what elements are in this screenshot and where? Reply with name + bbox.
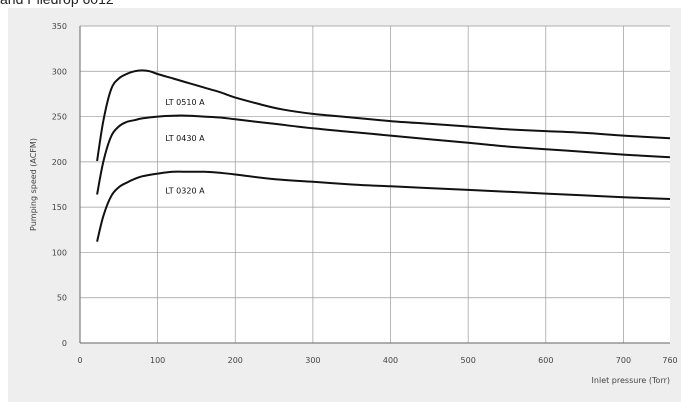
x-tick-label: 300 bbox=[305, 356, 320, 365]
page-heading: and Piledrop 6012 bbox=[0, 0, 114, 11]
y-tick-label: 350 bbox=[52, 22, 67, 31]
y-tick-label: 150 bbox=[52, 203, 67, 212]
series-line-lt-0510-a bbox=[96, 69, 671, 162]
x-tick-label: 100 bbox=[150, 356, 165, 365]
series-line-lt-0320-a bbox=[96, 170, 671, 242]
x-tick-label: 760 bbox=[662, 356, 677, 365]
x-tick-label: 200 bbox=[228, 356, 243, 365]
chart-axes bbox=[79, 26, 670, 344]
x-axis-title: Inlet pressure (Torr) bbox=[592, 376, 670, 385]
x-tick-label: 600 bbox=[538, 356, 553, 365]
chart-grid bbox=[80, 25, 670, 343]
y-axis-title: Pumping speed (ACFM) bbox=[29, 138, 38, 231]
x-tick-label: 700 bbox=[616, 356, 631, 365]
y-tick-label: 50 bbox=[57, 294, 67, 303]
x-tick-label: 0 bbox=[77, 356, 82, 365]
chart-series bbox=[96, 69, 671, 242]
curve-label: LT 0320 A bbox=[165, 187, 205, 196]
y-tick-label: 100 bbox=[52, 248, 67, 257]
y-tick-label: 0 bbox=[62, 339, 67, 348]
y-axis-ticks: 0 50 100 150 200 250 300 350 bbox=[52, 22, 67, 348]
y-tick-label: 300 bbox=[52, 67, 67, 76]
curve-labels: LT 0510 A LT 0430 A LT 0320 A bbox=[165, 98, 205, 196]
x-tick-label: 400 bbox=[383, 356, 398, 365]
chart-panel: 0 100 200 300 400 500 600 700 760 0 50 100 150 200 25… bbox=[8, 8, 681, 402]
curve-label: LT 0510 A bbox=[165, 98, 205, 107]
series-line-lt-0430-a bbox=[96, 114, 671, 195]
x-axis-ticks: 0 100 200 300 400 500 600 700 760 bbox=[77, 356, 677, 365]
curve-label: LT 0430 A bbox=[165, 134, 205, 143]
pumping-speed-chart: 0 100 200 300 400 500 600 700 760 0 50 100 150 200 25… bbox=[29, 22, 678, 385]
x-tick-label: 500 bbox=[461, 356, 476, 365]
y-tick-label: 250 bbox=[52, 113, 67, 122]
y-tick-label: 200 bbox=[52, 158, 67, 167]
plot-background bbox=[80, 26, 670, 343]
